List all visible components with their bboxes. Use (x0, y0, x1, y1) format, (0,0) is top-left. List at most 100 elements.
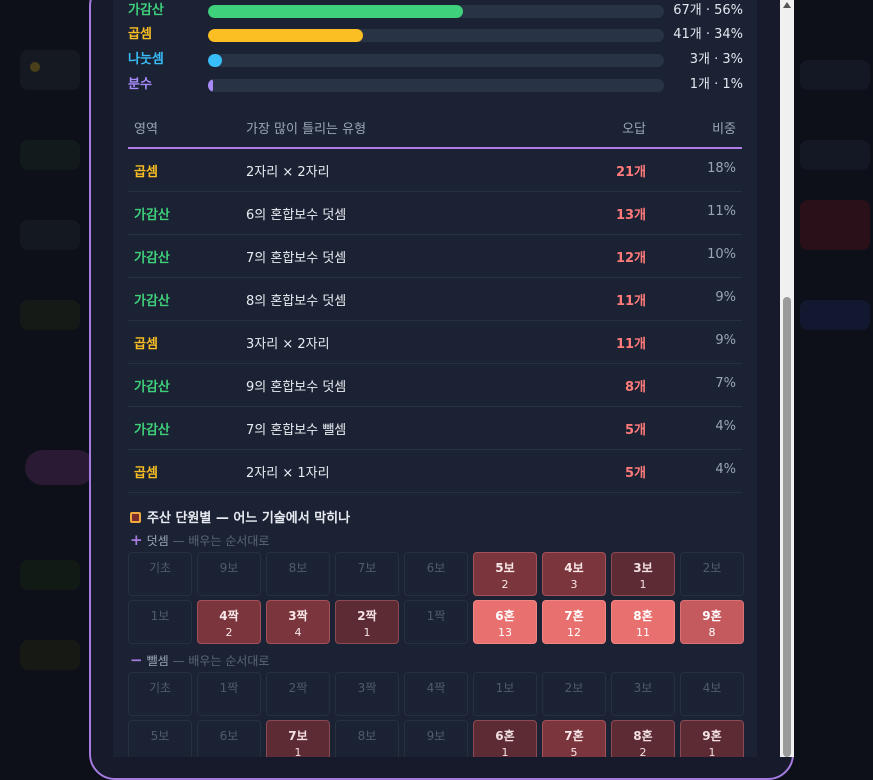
unit-name: 9혼 (702, 729, 722, 743)
unit-cell: 6보 (404, 552, 468, 596)
unit-count: 3 (570, 578, 578, 591)
row-wrong: 5개 (624, 423, 646, 438)
unit-count: 11 (636, 626, 650, 639)
unit-count: 2 (501, 578, 509, 591)
unit-name: 2보 (702, 561, 722, 575)
progress-fill (208, 54, 222, 67)
progress-row-fraction: 분수 1개 · 1% (128, 76, 743, 94)
row-type: 3자리 × 2자리 (246, 337, 330, 352)
unit-name: 기초 (148, 681, 172, 695)
table-row: 가감산 9의 혼합보수 덧셈 8개 7% (128, 364, 742, 407)
unit-name: 9혼 (702, 609, 722, 623)
unit-count: 13 (498, 626, 512, 639)
row-area: 가감산 (134, 208, 170, 223)
scroll-thumb[interactable] (783, 297, 791, 757)
row-type: 2자리 × 1자리 (246, 466, 330, 481)
unit-name: 6혼 (495, 729, 515, 743)
unit-cell: 5보 (128, 720, 192, 757)
unit-cell: 3보 (611, 672, 675, 716)
unit-name: 6보 (219, 729, 239, 743)
row-ratio: 7% (715, 376, 736, 391)
subtraction-unit-grid: 기초 1짝 2짝 3짝 4짝 1보 2보 3보 4보 5보 6보 7보 1 8보 9보 6혼 1 7혼 5 8혼 2 9혼… (128, 672, 744, 757)
unit-name: 9보 (219, 561, 239, 575)
row-wrong: 13개 (615, 208, 646, 223)
row-wrong: 21개 (615, 165, 646, 180)
progress-fill (208, 29, 364, 42)
unit-name: 6보 (426, 561, 446, 575)
unit-cell: 9보 (197, 552, 261, 596)
progress-row-addsub: 가감산 67개 · 56% (128, 2, 743, 20)
plus-icon: + (130, 531, 143, 549)
row-wrong: 5개 (624, 466, 646, 481)
unit-count: 12 (567, 626, 581, 639)
unit-cell: 2보 (680, 552, 744, 596)
unit-cell: 3짝 (335, 672, 399, 716)
row-area: 가감산 (134, 294, 170, 309)
minus-icon: − (130, 651, 143, 669)
row-ratio: 10% (707, 247, 736, 262)
unit-count: 1 (708, 746, 716, 757)
unit-name: 5보 (495, 561, 515, 575)
unit-name: 9보 (426, 729, 446, 743)
progress-label: 나눗셈 (128, 52, 164, 67)
unit-name: 4보 (564, 561, 584, 575)
unit-name: 3보 (633, 561, 653, 575)
scrollbar[interactable] (780, 0, 794, 757)
unit-count: 2 (639, 746, 647, 757)
unit-cell: 8혼 2 (611, 720, 675, 757)
progress-row-multiply: 곱셈 41개 · 34% (128, 26, 743, 44)
unit-name: 3보 (633, 681, 653, 695)
unit-cell: 1짝 (404, 600, 468, 644)
table-row: 가감산 8의 혼합보수 덧셈 11개 9% (128, 278, 742, 321)
row-type: 7의 혼합보수 뺄셈 (246, 423, 347, 438)
unit-name: 3짝 (288, 609, 308, 623)
unit-name: 8보 (357, 729, 377, 743)
unit-name: 8보 (288, 561, 308, 575)
unit-cell: 1짝 (197, 672, 261, 716)
unit-name: 2짝 (357, 609, 377, 623)
unit-cell: 7혼 5 (542, 720, 606, 757)
row-wrong: 8개 (624, 380, 646, 395)
stats-modal: 가감산 67개 · 56% 곱셈 41개 · 34% 나눗셈 3개 · 3% 분… (113, 0, 757, 757)
unit-count: 1 (363, 626, 371, 639)
row-wrong: 12개 (615, 251, 646, 266)
unit-name: 1짝 (426, 609, 446, 623)
unit-name: 7보 (357, 561, 377, 575)
unit-name: 1보 (150, 609, 170, 623)
progress-value: 3개 · 3% (689, 52, 743, 67)
addition-label-text: 덧셈 (146, 534, 169, 548)
section-title-text: 주산 단원별 — 어느 기술에서 막히나 (147, 511, 351, 526)
row-type: 7의 혼합보수 덧셈 (246, 251, 347, 266)
row-area: 곱셈 (134, 337, 158, 352)
unit-count: 2 (225, 626, 233, 639)
row-type: 2자리 × 2자리 (246, 165, 330, 180)
progress-fill (208, 5, 464, 18)
header-type: 가장 많이 틀리는 유형 (246, 122, 367, 137)
unit-cell: 3짝 4 (266, 600, 330, 644)
unit-name: 7혼 (564, 609, 584, 623)
scroll-up-arrow-icon[interactable] (783, 2, 791, 8)
row-wrong: 11개 (615, 337, 646, 352)
unit-name: 4보 (702, 681, 722, 695)
unit-cell: 6혼 1 (473, 720, 537, 757)
progress-fill (208, 79, 213, 92)
unit-cell: 5보 2 (473, 552, 537, 596)
unit-name: 1보 (495, 681, 515, 695)
unit-name: 기초 (148, 561, 172, 575)
unit-cell: 9혼 1 (680, 720, 744, 757)
unit-count: 1 (501, 746, 509, 757)
unit-cell: 3보 1 (611, 552, 675, 596)
table-row: 가감산 7의 혼합보수 덧셈 12개 10% (128, 235, 742, 278)
unit-cell: 8보 (266, 552, 330, 596)
addition-label: + 덧셈 — 배우는 순서대로 (130, 531, 269, 549)
row-type: 9의 혼합보수 덧셈 (246, 380, 347, 395)
unit-cell: 9보 (404, 720, 468, 757)
row-ratio: 11% (707, 204, 736, 219)
progress-label: 곱셈 (128, 27, 152, 42)
progress-track (208, 79, 664, 92)
row-ratio: 4% (715, 462, 736, 477)
unit-cell: 기초 (128, 552, 192, 596)
abacus-icon (130, 512, 141, 523)
error-type-table: 영역 가장 많이 틀리는 유형 오답 비중 곱셈 2자리 × 2자리 21개 1… (128, 108, 742, 493)
unit-cell: 2짝 1 (335, 600, 399, 644)
